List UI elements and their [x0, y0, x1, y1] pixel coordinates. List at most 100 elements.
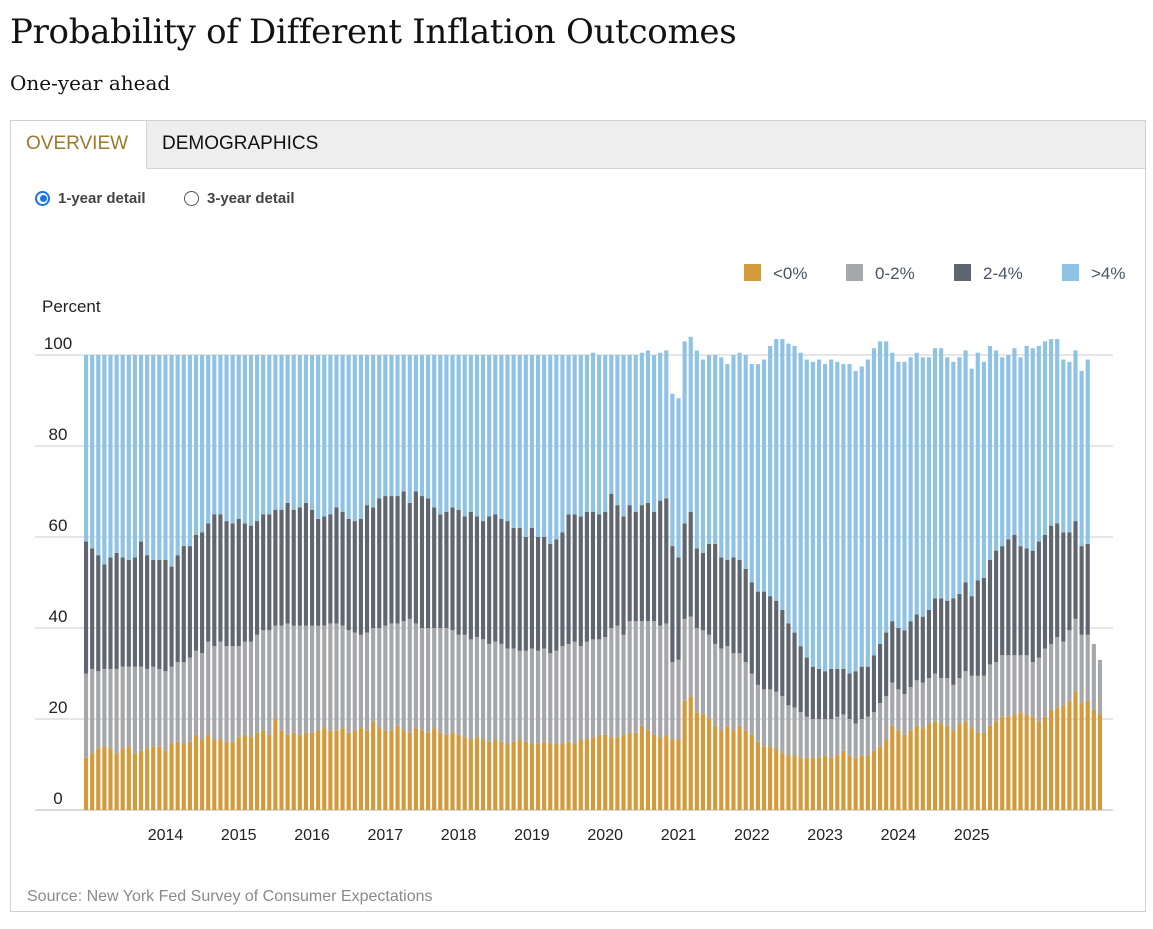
bar-segment-3[interactable] [383, 355, 388, 497]
bar-segment-2[interactable] [877, 643, 883, 704]
bar-segment-0[interactable] [768, 746, 773, 810]
bar-segment-2[interactable] [548, 543, 553, 654]
bar-segment-2[interactable] [780, 609, 785, 697]
bar-segment-1[interactable] [242, 641, 247, 735]
bar-segment-3[interactable] [975, 352, 980, 581]
bar-segment-3[interactable] [664, 350, 669, 499]
bar-segment-3[interactable] [1036, 345, 1041, 542]
bar-segment-0[interactable] [835, 755, 840, 810]
bar-segment-3[interactable] [633, 355, 638, 512]
bar-segment-3[interactable] [645, 350, 651, 503]
bar-segment-0[interactable] [303, 732, 309, 810]
bar-segment-3[interactable] [261, 355, 266, 515]
bar-segment-1[interactable] [706, 634, 712, 719]
bar-segment-3[interactable] [279, 355, 284, 510]
bar-segment-0[interactable] [193, 734, 199, 810]
bar-segment-3[interactable] [230, 355, 235, 524]
bar-segment-3[interactable] [517, 355, 522, 528]
bar-segment-0[interactable] [627, 732, 632, 810]
bar-segment-2[interactable] [597, 514, 602, 640]
bar-segment-0[interactable] [652, 734, 657, 810]
bar-segment-1[interactable] [1024, 655, 1029, 715]
bar-segment-3[interactable] [193, 355, 199, 535]
bar-segment-1[interactable] [743, 662, 748, 731]
bar-segment-2[interactable] [206, 523, 211, 642]
bar-segment-0[interactable] [83, 757, 89, 810]
bar-segment-3[interactable] [413, 355, 418, 492]
bar-segment-2[interactable] [364, 505, 370, 633]
bar-segment-2[interactable] [1049, 525, 1054, 644]
bar-segment-0[interactable] [395, 725, 400, 810]
bar-segment-3[interactable] [871, 348, 877, 656]
bar-segment-2[interactable] [951, 598, 956, 685]
bar-segment-3[interactable] [621, 355, 626, 517]
bar-segment-2[interactable] [193, 534, 199, 651]
bar-segment-1[interactable] [309, 625, 315, 733]
bar-segment-2[interactable] [358, 518, 363, 635]
bar-segment-1[interactable] [951, 684, 956, 731]
bar-segment-0[interactable] [120, 748, 125, 810]
bar-segment-2[interactable] [248, 525, 254, 642]
bar-segment-1[interactable] [584, 641, 589, 740]
tab-overview[interactable]: OVERVIEW [11, 121, 147, 169]
bar-segment-1[interactable] [505, 648, 510, 745]
bar-segment-1[interactable] [114, 668, 119, 754]
bar-segment-3[interactable] [597, 355, 602, 515]
bar-segment-0[interactable] [352, 730, 357, 811]
bar-segment-1[interactable] [835, 716, 840, 756]
bar-segment-1[interactable] [187, 657, 192, 742]
bar-segment-3[interactable] [554, 355, 559, 540]
bar-segment-0[interactable] [255, 732, 260, 810]
bar-segment-1[interactable] [138, 666, 144, 751]
bar-segment-3[interactable] [132, 355, 137, 558]
bar-segment-0[interactable] [236, 737, 241, 810]
bar-segment-0[interactable] [364, 730, 370, 811]
bar-segment-2[interactable] [1012, 534, 1017, 656]
bar-segment-0[interactable] [151, 746, 156, 810]
bar-segment-3[interactable] [462, 355, 467, 517]
bar-segment-3[interactable] [395, 355, 400, 497]
bar-segment-2[interactable] [389, 496, 394, 624]
bar-segment-3[interactable] [670, 393, 675, 547]
bar-segment-0[interactable] [865, 755, 870, 810]
bar-segment-0[interactable] [456, 734, 461, 810]
bar-segment-3[interactable] [334, 355, 339, 508]
bar-segment-2[interactable] [517, 527, 522, 651]
bar-segment-3[interactable] [963, 350, 968, 583]
bar-segment-0[interactable] [761, 746, 767, 810]
bar-segment-1[interactable] [529, 648, 534, 745]
bar-segment-1[interactable] [871, 712, 877, 751]
bar-segment-2[interactable] [291, 509, 296, 626]
bar-segment-0[interactable] [780, 753, 785, 811]
bar-segment-1[interactable] [780, 696, 785, 754]
bar-segment-3[interactable] [823, 364, 828, 672]
bar-segment-3[interactable] [737, 352, 742, 560]
bar-segment-1[interactable] [371, 628, 376, 722]
bar-segment-2[interactable] [761, 591, 767, 690]
bar-segment-0[interactable] [926, 723, 931, 810]
bar-segment-0[interactable] [694, 712, 699, 810]
bar-segment-0[interactable] [90, 753, 95, 811]
bar-segment-0[interactable] [816, 757, 822, 810]
bar-segment-3[interactable] [83, 355, 89, 542]
bar-segment-2[interactable] [383, 496, 388, 626]
bar-segment-0[interactable] [658, 737, 663, 810]
bar-segment-3[interactable] [603, 355, 608, 512]
bar-segment-1[interactable] [1085, 634, 1090, 701]
bar-segment-1[interactable] [487, 643, 492, 742]
bar-segment-3[interactable] [1073, 350, 1078, 522]
bar-segment-3[interactable] [706, 355, 712, 544]
bar-segment-0[interactable] [1055, 707, 1060, 811]
bar-segment-3[interactable] [432, 355, 437, 508]
bar-segment-1[interactable] [884, 696, 889, 740]
bar-segment-2[interactable] [468, 511, 473, 640]
bar-segment-3[interactable] [548, 355, 553, 544]
bar-segment-0[interactable] [841, 750, 846, 810]
bar-segment-0[interactable] [792, 755, 797, 810]
bar-segment-2[interactable] [200, 532, 205, 654]
bar-segment-0[interactable] [480, 739, 486, 810]
bar-segment-0[interactable] [786, 755, 791, 810]
bar-segment-2[interactable] [1000, 546, 1005, 656]
bar-segment-0[interactable] [340, 728, 345, 810]
bar-segment-3[interactable] [957, 357, 962, 594]
